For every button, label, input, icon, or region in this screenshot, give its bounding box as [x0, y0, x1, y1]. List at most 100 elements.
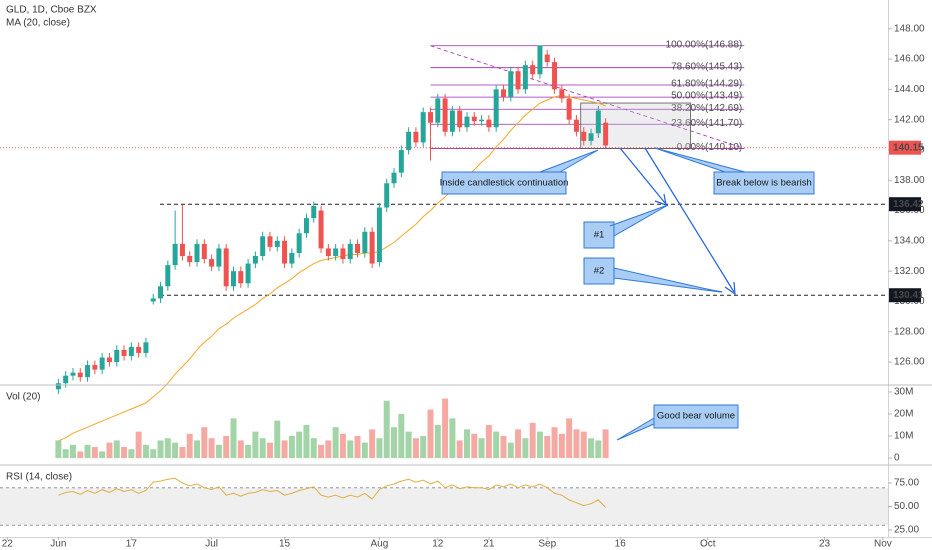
volume-bar — [347, 440, 354, 459]
volume-bar — [252, 431, 259, 459]
volume-bar — [369, 429, 376, 459]
candle-body — [252, 256, 258, 264]
candle-body — [63, 375, 69, 384]
x-tick-label: 17 — [126, 539, 138, 550]
candle-body — [187, 256, 193, 263]
volume-bar — [507, 442, 514, 459]
y-tick-label: 134.00 — [894, 235, 925, 246]
volume-bar — [303, 424, 310, 459]
volume-bar — [580, 431, 587, 459]
candle-body — [566, 98, 572, 120]
panel-title: RSI (14, close) — [6, 472, 72, 483]
volume-bar — [172, 442, 179, 459]
candle-body — [267, 236, 273, 247]
fib-label: 23.60%(141.70) — [671, 118, 742, 129]
candle-body — [464, 116, 470, 128]
x-tick-label: 23 — [819, 539, 831, 550]
candle-body — [194, 243, 200, 263]
volume-bar — [310, 438, 317, 459]
candle-body — [179, 243, 185, 256]
y-tick-label: 128.00 — [894, 326, 925, 337]
volume-bar — [588, 438, 595, 459]
volume-bar — [442, 398, 449, 459]
volume-bar — [128, 449, 135, 459]
y-tick-label: 20M — [894, 409, 913, 420]
y-tick-label: 30M — [894, 387, 913, 398]
candle-body — [508, 71, 514, 97]
volume-bar — [266, 442, 273, 459]
candle-body — [201, 243, 207, 260]
last-price-label: 140.15 — [893, 142, 924, 153]
candle-body — [216, 248, 222, 267]
volume-bar — [339, 433, 346, 459]
panel-title: Vol (20) — [6, 392, 40, 403]
candle-body — [479, 119, 485, 122]
candle-body — [376, 207, 382, 263]
volume-bar — [463, 429, 470, 459]
candle-body — [537, 45, 543, 75]
volume-bar — [391, 427, 398, 459]
candle-body — [493, 89, 499, 128]
volume-bar — [77, 451, 84, 459]
volume-bar — [201, 427, 208, 459]
annotation: #2 — [594, 266, 605, 277]
volume-bar — [398, 413, 405, 459]
y-tick-label: 10M — [894, 431, 913, 442]
volume-bar — [354, 436, 361, 459]
volume-bar — [551, 427, 558, 459]
plot-area: 100.00%(146.88) 78.60%(145.43) 61.80%(144.… — [0, 39, 888, 526]
volume-bar — [274, 420, 281, 459]
candle-body — [209, 259, 215, 267]
volume-bar — [55, 440, 62, 459]
level-tag — [889, 288, 921, 303]
candle-body — [347, 243, 353, 260]
level-label: 130.41 — [893, 290, 924, 301]
volume-bar — [515, 429, 522, 459]
y-tick-label: 0 — [894, 453, 900, 464]
volume-bar — [595, 440, 602, 459]
candle-body — [500, 89, 506, 97]
x-tick-label: Nov — [874, 539, 892, 550]
candle-body — [128, 346, 134, 356]
rsi-band — [0, 487, 888, 526]
y-tick-label: 132.00 — [894, 266, 925, 277]
candle-body — [573, 119, 579, 132]
volume-bar — [332, 427, 339, 459]
x-tick-label: Aug — [371, 539, 389, 550]
y-tick-label: 126.00 — [894, 357, 925, 368]
volume-bar — [602, 429, 609, 459]
level-label: 136.42 — [893, 199, 924, 210]
x-tick-label: 22 — [2, 539, 14, 550]
volume-bar — [427, 409, 434, 459]
annotation: Break below is bearish — [716, 178, 812, 189]
candle-body — [384, 183, 390, 208]
volume-bar — [186, 433, 193, 459]
candle-body — [296, 233, 302, 253]
x-tick-label: 21 — [483, 539, 495, 550]
candle-body — [85, 365, 91, 378]
candle-body — [70, 372, 76, 376]
x-tick-label: 16 — [615, 539, 627, 550]
candle-body — [274, 240, 280, 247]
rsi-line — [58, 477, 606, 508]
volume-bar — [420, 436, 427, 459]
candle-body — [515, 71, 521, 90]
candle-body — [114, 349, 120, 363]
annotation: Good bear volume — [657, 411, 735, 422]
candle-body — [603, 122, 609, 146]
x-tick-label: Sep — [538, 539, 556, 550]
candle-body — [136, 346, 142, 353]
fib-label: 50.00%(143.49) — [671, 91, 742, 102]
volume-bar — [288, 436, 295, 459]
candle-body — [150, 298, 156, 302]
x-tick-label: 12 — [432, 539, 444, 550]
candle-body — [406, 131, 412, 150]
candle-body — [318, 210, 324, 249]
volume-bar — [99, 451, 106, 459]
candle-body — [544, 54, 550, 63]
candle-body — [245, 263, 251, 284]
candle-body — [522, 65, 528, 90]
candle-body — [106, 357, 112, 363]
volume-bar — [566, 418, 573, 459]
